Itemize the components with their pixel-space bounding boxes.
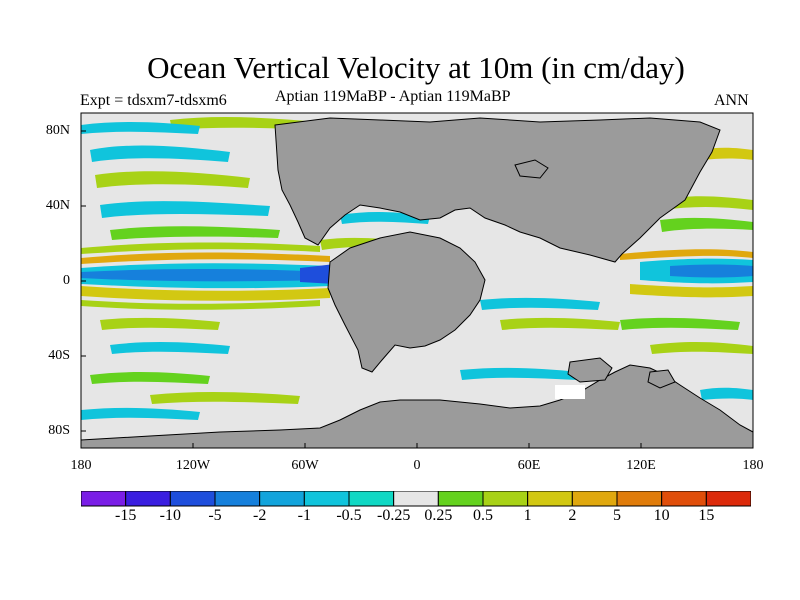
land-masses bbox=[81, 117, 753, 448]
colorbar-swatch bbox=[393, 491, 439, 507]
colorbar-swatch bbox=[169, 491, 216, 507]
x-tick-label: 180 bbox=[742, 458, 764, 473]
colorbar-label: -5 bbox=[208, 507, 222, 524]
colorbar-swatch bbox=[482, 491, 529, 507]
colorbar-swatch bbox=[214, 491, 261, 507]
colorbar-label: 5 bbox=[613, 507, 621, 524]
y-tick-label: 40S bbox=[48, 348, 70, 363]
colorbar-label: -10 bbox=[159, 507, 181, 524]
period-label: Aptian 119MaBP - Aptian 119MaBP bbox=[275, 88, 511, 105]
plot-title: Ocean Vertical Velocity at 10m (in cm/da… bbox=[147, 50, 685, 85]
colorbar-label: 15 bbox=[698, 507, 715, 524]
colorbar-label: 0.5 bbox=[473, 507, 493, 524]
colorbar-label: 2 bbox=[568, 507, 577, 524]
colorbar-label: 1 bbox=[523, 507, 532, 524]
x-tick-label: 180 bbox=[70, 458, 92, 473]
experiment-label: Expt = tdsxm7-tdsxm6 bbox=[80, 92, 227, 109]
colorbar-swatch bbox=[705, 491, 751, 507]
x-tick-label: 120E bbox=[626, 458, 656, 473]
colorbar-label: -15 bbox=[114, 507, 137, 524]
x-tick-label: 60W bbox=[291, 458, 319, 473]
y-tick-label: 80S bbox=[48, 423, 70, 438]
colorbar-swatch bbox=[616, 491, 663, 507]
colorbar-swatch bbox=[81, 491, 127, 507]
colorbar-label: -0.25 bbox=[376, 507, 411, 524]
sea-ice-patch bbox=[555, 385, 585, 399]
x-tick-label: 0 bbox=[413, 458, 421, 473]
velocity-field bbox=[81, 116, 753, 420]
colorbar-label: -0.5 bbox=[336, 507, 362, 524]
y-tick-label: 80N bbox=[45, 123, 70, 138]
colorbar-label: 10 bbox=[653, 507, 670, 524]
colorbar-swatch bbox=[125, 491, 171, 507]
colorbar-swatch bbox=[259, 491, 305, 507]
x-tick-label: 60E bbox=[517, 458, 541, 473]
colorbar-swatch bbox=[571, 491, 618, 507]
colorbar bbox=[81, 491, 751, 507]
colorbar-label: 0.25 bbox=[424, 507, 453, 524]
y-tick-label: 40N bbox=[45, 198, 70, 213]
colorbar-swatch bbox=[661, 491, 707, 507]
colorbar-swatch bbox=[348, 491, 395, 507]
season-label: ANN bbox=[714, 92, 749, 109]
colorbar-swatch bbox=[303, 491, 350, 507]
axis-ticks bbox=[80, 130, 754, 448]
colorbar-label: -1 bbox=[297, 507, 311, 524]
x-tick-label: 120W bbox=[175, 458, 211, 473]
y-tick-label: 0 bbox=[63, 273, 70, 288]
colorbar-swatch bbox=[437, 491, 484, 507]
colorbar-label: -2 bbox=[252, 507, 267, 524]
colorbar-swatch bbox=[527, 491, 573, 507]
